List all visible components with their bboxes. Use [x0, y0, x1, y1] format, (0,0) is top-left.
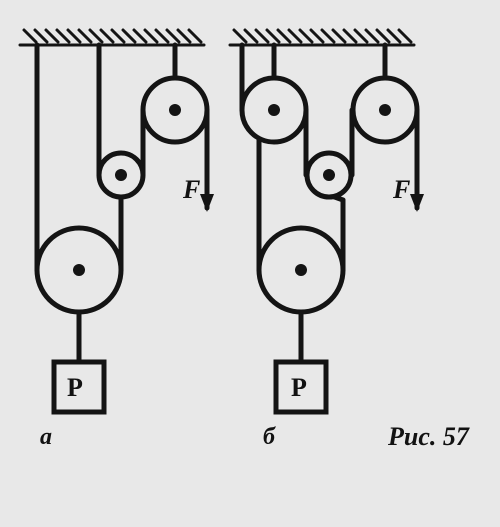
panel-label-a: а [40, 424, 52, 451]
force-label-a: F [183, 175, 200, 205]
panel-b [230, 30, 424, 412]
force-label-b: F [393, 175, 410, 205]
load-label-a: P [67, 373, 83, 403]
figure-caption: Рис. 57 [388, 422, 469, 452]
figure-root: P F а P F б Рис. 57 [0, 0, 500, 527]
panel-label-b: б [263, 424, 275, 451]
load-label-b: P [291, 373, 307, 403]
panel-a [20, 30, 214, 412]
